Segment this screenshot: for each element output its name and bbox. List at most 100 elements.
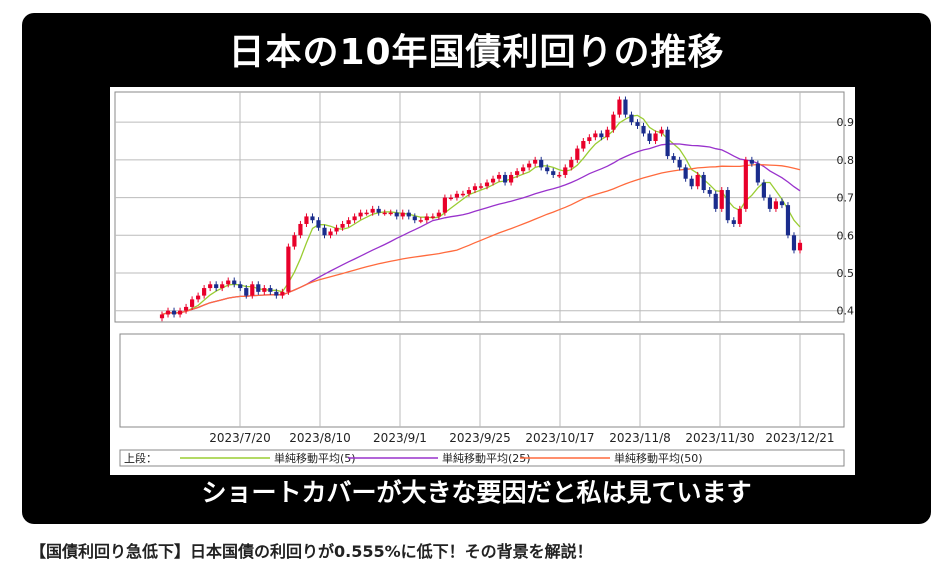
candle-body [190,299,195,307]
candle-body [304,216,309,224]
candle-body [177,310,183,315]
candle-body [388,212,393,215]
candle-body [436,212,441,217]
candle-body [767,197,772,209]
candle-body [280,291,285,296]
candle-body [358,212,363,217]
video-caption[interactable]: 【国債利回り急低下】日本国債の利回りが0.555%に低下！その背景を解説！ [30,542,593,561]
candle-body [785,205,791,236]
y-tick-label: 0.8 [837,154,855,167]
lower-plot-frame [119,333,845,428]
legend-label: 単純移動平均(25) [442,451,531,465]
candle-body [521,167,526,172]
candle-body [322,227,327,236]
candle-body [183,306,189,311]
candle-body [587,137,592,142]
candle-body [370,208,375,213]
candle-body [448,197,453,200]
y-tick-label: 0.4 [837,305,855,318]
legend-box [119,449,845,467]
legend-label: 単純移動平均(50) [614,451,703,465]
legend: 単純移動平均(5) 単純移動平均(25) 単純移動平均(50) [180,451,703,465]
candle-body [593,133,598,138]
candle-body [406,212,411,217]
candle-body [689,178,694,187]
candle-body [755,163,760,183]
candle-body [238,284,243,289]
candle-body [761,182,766,198]
candle-body [635,122,640,126]
candle-body [364,212,369,215]
candle-body [424,216,429,221]
candle-body [569,159,574,168]
y-tick-label: 0.7 [837,192,855,205]
x-tick-label: 2023/9/1 [373,431,427,445]
candle-body [244,288,249,296]
candle-body [466,190,472,194]
candle-body [707,190,712,194]
candle-body [334,227,339,232]
candle-body [599,133,604,138]
candle-body [394,212,399,217]
candle-body [442,197,447,213]
candle-body [797,242,803,251]
candle-body [533,159,538,164]
candle-body [749,159,754,164]
candle-body [557,174,562,177]
candle-body [496,174,502,179]
candles [159,96,803,322]
candle-body [671,156,676,160]
candle-body [478,186,484,188]
candle-body [641,125,646,134]
candle-body [665,129,670,157]
x-axis-ticks: 2023/7/20 2023/8/10 2023/9/1 2023/9/25 2023/… [209,431,834,445]
candle-body [623,99,628,115]
candle-body [376,208,381,213]
candle-body [773,201,779,209]
candle-body [159,314,165,319]
candle-body [346,220,351,224]
candle-body [472,186,478,191]
candle-body [316,220,321,228]
candle-body [791,235,797,251]
candle-body [605,129,610,138]
candle-body [214,284,219,289]
y-axis-ticks: 0.4 0.5 0.6 0.7 0.8 0.9 [837,116,855,318]
candle-body [515,171,520,175]
candle-body [286,246,291,292]
candle-body [539,159,544,168]
candle-body [695,174,700,187]
candle-body [171,310,177,315]
candle-body [328,231,333,236]
candle-body [677,159,682,168]
candlestick-chart: 0.40.50.60.70.80.9 2023/7/20 2023/8/10 202… [114,91,855,467]
candle-body [581,141,586,149]
candle-body [659,129,664,134]
candle-body [545,167,550,172]
candle-body [743,159,748,209]
chart-panel: 0.4 0.5 0.6 0.7 0.8 0.9 2023/7/20 2023/8/10 202… [110,87,855,475]
y-tick-label: 0.5 [837,267,855,280]
candle-body [617,99,622,115]
candle-body [460,193,466,196]
candle-body [502,174,508,183]
candle-body [701,174,706,191]
y-tick-label: 0.9 [837,116,855,129]
card-title: 日本の10年国債利回りの推移 [228,32,725,73]
candle-body [262,288,267,292]
candle-body [611,114,616,130]
candle-body [232,280,237,285]
candle-body [196,295,201,300]
candle-body [713,193,718,209]
candle-body [382,212,387,215]
candle-body [256,284,261,292]
candle-body [340,223,345,228]
x-tick-label: 2023/11/8 [609,431,671,445]
x-tick-label: 2023/7/20 [209,431,271,445]
ma-line-50 [161,164,801,316]
x-tick-label: 2023/9/25 [449,431,511,445]
candle-body [454,193,460,198]
candle-body [509,174,514,183]
candle-body [310,216,315,221]
candle-body [683,167,688,179]
